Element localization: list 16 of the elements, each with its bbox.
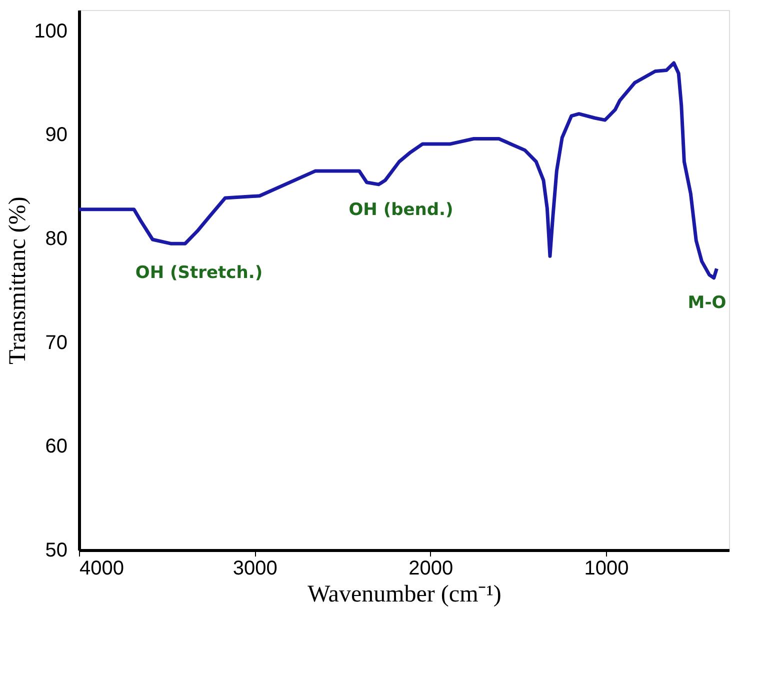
- x-axis-title: Wavenumber (cm⁻¹): [308, 582, 502, 608]
- x-tick-label: 4000: [80, 558, 124, 580]
- annotation: OH (Stretch.): [135, 263, 263, 283]
- y-tick-label: 70: [45, 332, 68, 354]
- y-axis-title: Transmittanc (%): [5, 196, 32, 364]
- x-tick-label: 3000: [232, 558, 278, 580]
- y-tick-label: 60: [45, 436, 68, 458]
- y-tick-label: 80: [45, 228, 68, 250]
- x-tick-label: 1000: [584, 558, 629, 580]
- y-tick-label: 100: [34, 20, 68, 42]
- x-tick-label: 2000: [408, 558, 454, 580]
- y-tick-label: 50: [45, 540, 68, 562]
- annotation: M-O: [688, 293, 726, 313]
- y-tick-label: 90: [45, 124, 68, 146]
- line-series: [77, 61, 718, 280]
- annotation: OH (bend.): [348, 200, 454, 220]
